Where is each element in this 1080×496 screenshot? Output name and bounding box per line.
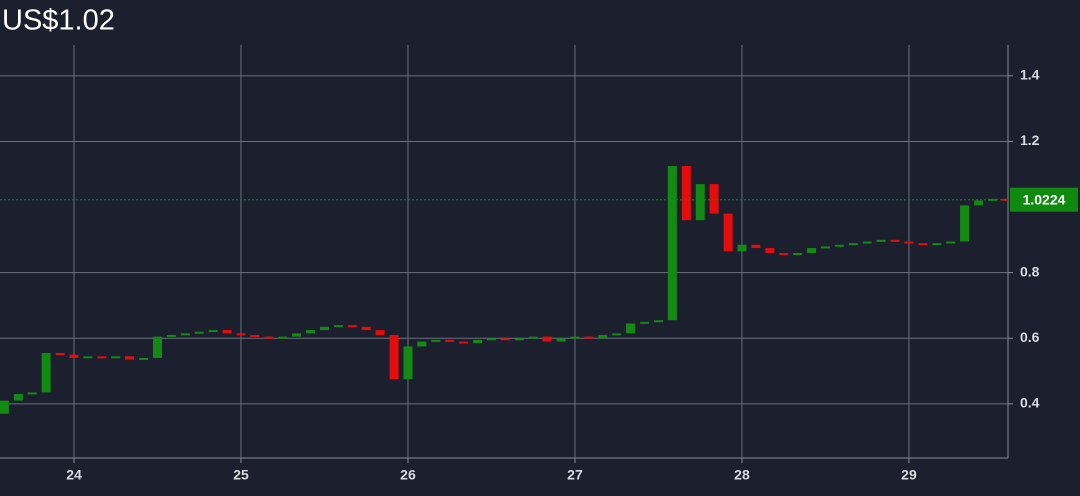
candle-body xyxy=(486,338,496,341)
candle-body xyxy=(222,330,232,334)
candle-body xyxy=(403,346,413,380)
candle-body xyxy=(417,341,427,347)
candle-body xyxy=(890,239,900,242)
x-tick-label: 25 xyxy=(233,467,249,483)
candle-body xyxy=(876,239,886,242)
candle-body xyxy=(125,356,135,360)
candle-body xyxy=(862,241,872,244)
candle-body xyxy=(626,323,636,334)
candle-body xyxy=(932,243,942,246)
candle-body xyxy=(27,392,37,395)
candle-body xyxy=(848,243,858,246)
candle-body xyxy=(793,252,803,255)
candle-body xyxy=(250,334,260,337)
candle-body xyxy=(13,394,23,401)
candle-body xyxy=(904,241,914,244)
candle-body xyxy=(459,341,469,344)
candle-body xyxy=(737,244,747,252)
candle-body xyxy=(834,244,844,247)
candle-body xyxy=(612,333,622,336)
candle-body xyxy=(542,336,552,342)
candle-body xyxy=(765,248,775,253)
candle-body xyxy=(960,205,970,242)
last-price-box xyxy=(1010,187,1078,212)
y-tick-label: 0.6 xyxy=(1020,329,1040,345)
x-tick-label: 27 xyxy=(567,467,583,483)
candle-body xyxy=(278,336,288,339)
candle-body xyxy=(236,333,246,336)
candle-body xyxy=(208,330,218,333)
candle-body xyxy=(709,184,719,214)
candle-body xyxy=(333,325,343,328)
labels: 0.4 0.6 0.8 1.2 1.4 24 25 26 27 28 29 1.0224 xyxy=(0,67,1078,483)
x-tick-label: 24 xyxy=(66,467,82,483)
candle-body xyxy=(0,400,9,414)
x-tick-label: 28 xyxy=(734,467,750,483)
candle-body xyxy=(375,330,385,335)
candle-body xyxy=(292,333,302,337)
x-tick-label: 26 xyxy=(400,467,416,483)
candle-body xyxy=(347,325,357,328)
candle-body xyxy=(974,200,984,206)
candle-body xyxy=(431,339,441,342)
candle-body xyxy=(319,326,329,331)
candle-body xyxy=(69,354,79,358)
y-tick-label: 0.4 xyxy=(1020,395,1040,411)
candle-body xyxy=(820,246,830,249)
candle-body xyxy=(473,339,483,344)
candle-body xyxy=(640,321,650,324)
candle-body xyxy=(389,334,399,380)
candle-body xyxy=(584,336,594,339)
y-tick-label: 0.8 xyxy=(1020,263,1040,279)
candle-body xyxy=(751,244,761,249)
candles xyxy=(0,166,1008,414)
candle-body xyxy=(807,248,817,253)
candle-body xyxy=(528,336,538,339)
grid xyxy=(0,45,1008,458)
candle-body xyxy=(361,326,371,331)
candle-body xyxy=(166,334,176,337)
candle-body xyxy=(598,334,608,339)
candle-body xyxy=(667,166,677,321)
candle-body xyxy=(556,338,566,342)
candle-body xyxy=(445,339,455,342)
candle-body xyxy=(779,252,789,255)
candle-body xyxy=(194,331,204,334)
candle-body xyxy=(653,320,663,323)
candle-body xyxy=(41,353,51,393)
candle-body xyxy=(918,243,928,246)
candle-body xyxy=(570,336,580,339)
candle-body xyxy=(500,338,510,341)
candle-body xyxy=(97,356,107,359)
candle-body xyxy=(681,166,691,221)
candle-body xyxy=(139,357,149,360)
candle-body xyxy=(514,338,524,341)
candle-body xyxy=(946,241,956,244)
candle-body xyxy=(152,336,162,358)
chart-title: US$1.02 xyxy=(2,5,115,37)
candle-body xyxy=(180,333,190,336)
x-tick-label: 29 xyxy=(901,467,917,483)
y-tick-label: 1.4 xyxy=(1020,67,1040,83)
candle-body xyxy=(264,336,274,339)
y-tick-label: 1.2 xyxy=(1020,132,1040,148)
candle-body xyxy=(83,356,93,359)
candle-body xyxy=(111,356,121,359)
candle-body xyxy=(723,213,733,252)
candle-body xyxy=(695,184,705,221)
candle-body xyxy=(55,353,65,356)
last-price-label: 1.0224 xyxy=(1023,191,1066,207)
candle-body xyxy=(306,330,316,334)
